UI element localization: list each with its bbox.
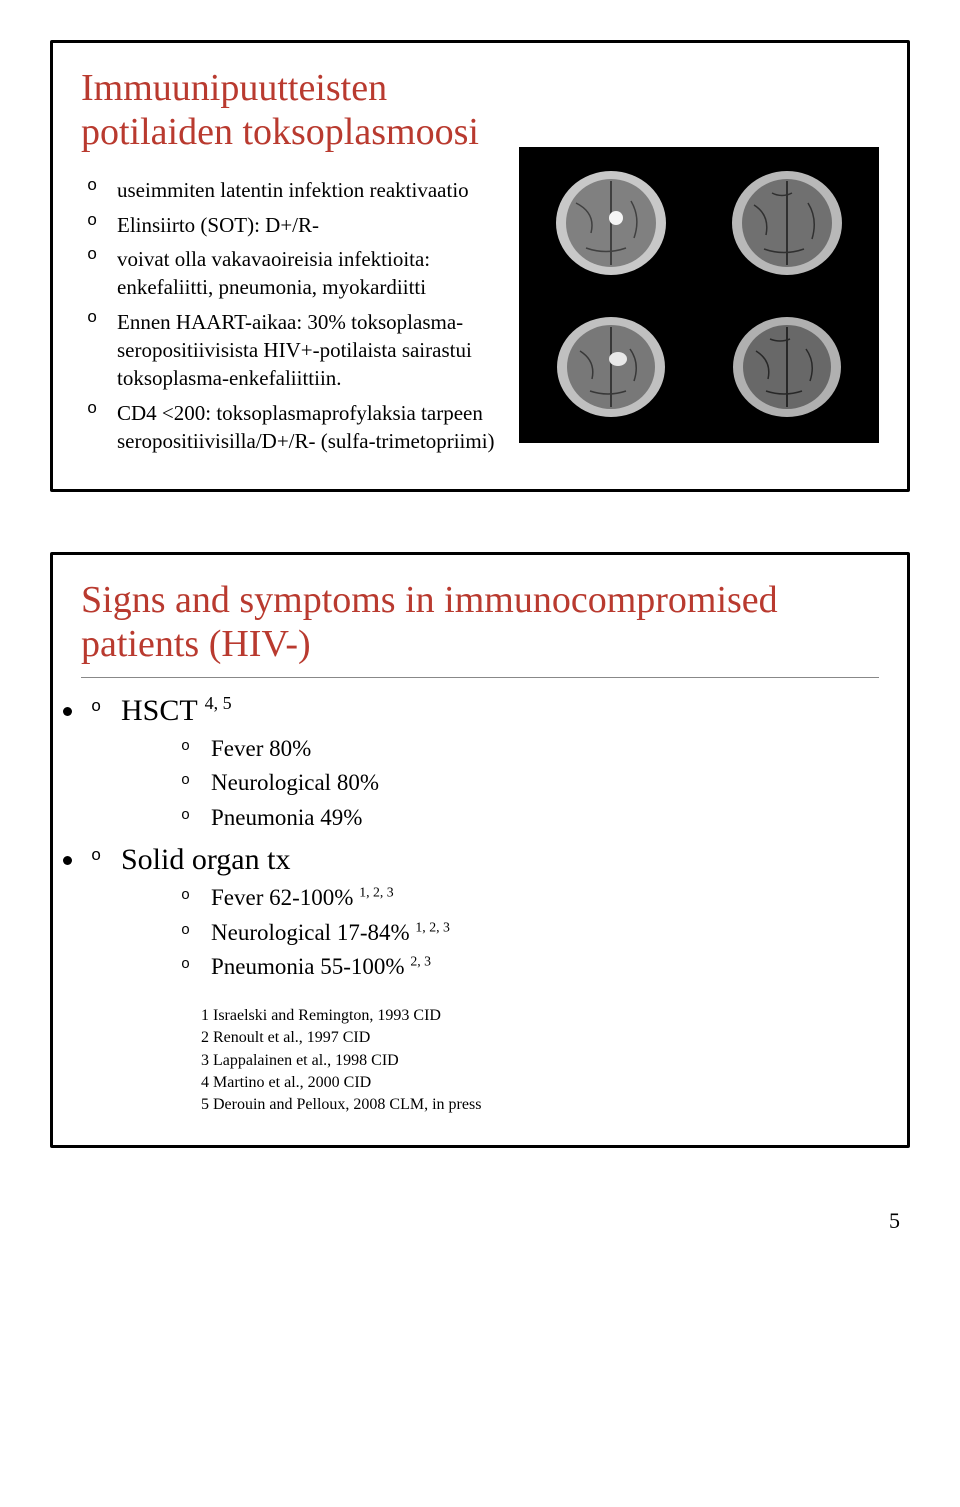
brain-scan-icon: [546, 163, 676, 283]
brain-scan-grid: [519, 147, 879, 443]
slide2-ref: 5 Derouin and Pelloux, 2008 CLM, in pres…: [201, 1094, 879, 1116]
slide1-bullet: Elinsiirto (SOT): D+/R-: [87, 211, 501, 239]
slide2-ref: 1 Israelski and Remington, 1993 CID: [201, 1005, 879, 1027]
slide2-section-label: HSCT: [121, 694, 205, 727]
slide1-bullet: useimmiten latentin infektion reaktivaat…: [87, 176, 501, 204]
slide1-bullet: Ennen HAART-aikaa: 30% toksoplasma-serop…: [87, 308, 501, 393]
slide1-text-column: Immuunipuutteisten potilaiden toksoplasm…: [81, 67, 501, 461]
slide1-content: Immuunipuutteisten potilaiden toksoplasm…: [81, 67, 879, 461]
slide-2: Signs and symptoms in immunocompromised …: [50, 552, 910, 1147]
brain-scan-cell: [525, 153, 697, 293]
slide2-references: 1 Israelski and Remington, 1993 CID 2 Re…: [81, 1005, 879, 1117]
slide2-sub-item: Neurological 17-84% 1, 2, 3: [181, 916, 879, 951]
brain-scan-cell: [525, 297, 697, 437]
slide2-section-label: Solid organ tx: [121, 843, 290, 876]
slide2-section-list: HSCT 4, 5 Fever 80% Neurological 80% Pne…: [81, 690, 879, 985]
slide2-sub-item: Pneumonia 49%: [181, 801, 879, 836]
slide-1: Immuunipuutteisten potilaiden toksoplasm…: [50, 40, 910, 492]
brain-scan-figure: [519, 147, 879, 443]
brain-scan-icon: [722, 163, 852, 283]
slide2-title: Signs and symptoms in immunocompromised …: [81, 579, 879, 666]
slide2-sub-list: Fever 62-100% 1, 2, 3 Neurological 17-84…: [121, 881, 879, 985]
slide2-section-sup: 4, 5: [205, 693, 232, 713]
slide2-section: Solid organ tx Fever 62-100% 1, 2, 3 Neu…: [87, 839, 879, 985]
slide2-sub-item: Fever 80%: [181, 732, 879, 767]
slide2-sub-item: Fever 62-100% 1, 2, 3: [181, 881, 879, 916]
slide2-sub-item: Pneumonia 55-100% 2, 3: [181, 950, 879, 985]
slide2-sub-list: Fever 80% Neurological 80% Pneumonia 49%: [121, 732, 879, 836]
slide1-bullet-list: useimmiten latentin infektion reaktivaat…: [81, 176, 501, 455]
brain-scan-cell: [701, 153, 873, 293]
slide1-bullet: CD4 <200: toksoplasmaprofylaksia tarpeen…: [87, 399, 501, 456]
slide2-ref: 2 Renoult et al., 1997 CID: [201, 1027, 879, 1049]
slide1-bullet: voivat olla vakavaoireisia infektioita: …: [87, 245, 501, 302]
slide2-section: HSCT 4, 5 Fever 80% Neurological 80% Pne…: [87, 690, 879, 836]
slide2-divider: [81, 677, 879, 678]
slide1-title: Immuunipuutteisten potilaiden toksoplasm…: [81, 67, 501, 154]
page-number: 5: [50, 1208, 910, 1234]
slide2-ref: 4 Martino et al., 2000 CID: [201, 1072, 879, 1094]
slide2-ref: 3 Lappalainen et al., 1998 CID: [201, 1050, 879, 1072]
brain-scan-icon: [722, 307, 852, 427]
brain-scan-icon: [546, 307, 676, 427]
brain-scan-cell: [701, 297, 873, 437]
slide2-sub-item: Neurological 80%: [181, 766, 879, 801]
